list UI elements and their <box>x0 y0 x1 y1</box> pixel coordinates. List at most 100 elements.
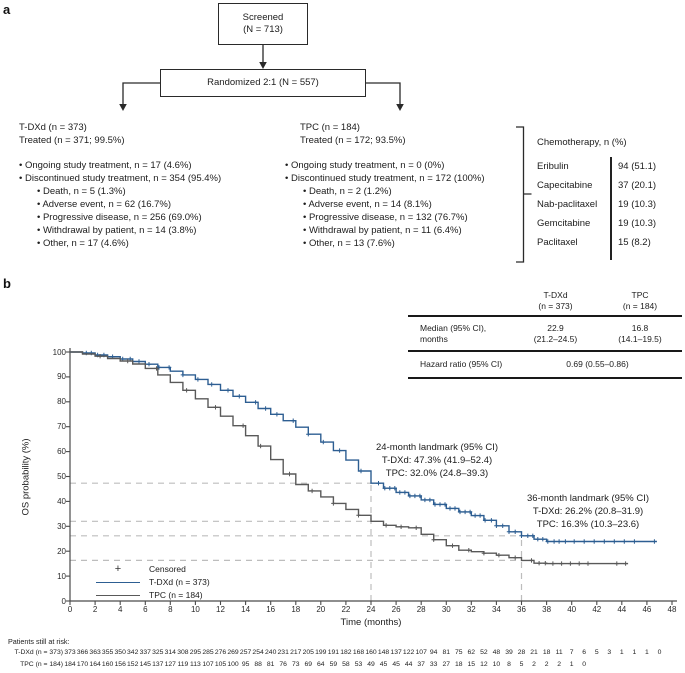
x-tick-label: 16 <box>266 605 276 614</box>
x-tick-label: 44 <box>617 605 627 614</box>
stats-median-tpc-value: 16.8 <box>631 323 649 333</box>
risk-count: 107 <box>415 648 427 656</box>
annotation-24-tdxd: T-DXd: 47.3% (41.9–52.4) <box>381 455 493 466</box>
chemo-table-header: Chemotherapy, n (%) <box>537 137 627 148</box>
stats-hr-label: Hazard ratio (95% CI) <box>420 359 503 369</box>
chemo-value: 19 (10.3) <box>618 218 657 229</box>
risk-count: 308 <box>177 648 189 656</box>
y-tick-label: 0 <box>61 596 66 606</box>
risk-count: 95 <box>241 660 250 668</box>
list-item: Withdrawal by patient, n = 14 (3.8%) <box>37 224 221 237</box>
x-tick-label: 18 <box>291 605 301 614</box>
risk-count: 33 <box>429 660 438 668</box>
risk-count: 2 <box>557 660 561 668</box>
tpc-censor-marks <box>97 354 628 566</box>
risk-count: 355 <box>101 648 114 656</box>
list-item: Withdrawal by patient, n = 11 (6.4%) <box>303 224 485 237</box>
risk-count: 113 <box>189 660 201 668</box>
annotation-36-month: 36-month landmark (95% CI) T-DXd: 26.2% … <box>495 492 681 531</box>
risk-row-label-tpc: TPC (n = 184) <box>20 660 63 668</box>
risk-count: 205 <box>302 648 314 656</box>
risk-table-caption: Patients still at risk: <box>8 637 70 646</box>
risk-count: 53 <box>354 660 363 668</box>
risk-count: 0 <box>582 660 587 668</box>
flow-arrowheads <box>119 62 404 111</box>
risk-count: 11 <box>555 648 563 656</box>
risk-count: 10 <box>492 660 501 668</box>
risk-count: 45 <box>392 660 400 668</box>
x-tick-label: 4 <box>117 605 123 614</box>
y-tick-label: 30 <box>57 521 66 531</box>
risk-count: 44 <box>404 660 413 668</box>
tdxd-line-swatch <box>95 581 141 584</box>
risk-count: 164 <box>89 660 101 668</box>
arm-tpc-treated: Treated (n = 172; 93.5%) <box>300 135 406 146</box>
risk-count: 295 <box>189 648 202 656</box>
x-tick-label: 28 <box>416 605 426 614</box>
stats-col-tdxd: T-DXd (n = 373) <box>513 290 598 315</box>
x-tick-label: 42 <box>592 605 602 614</box>
list-item: Discontinued study treatment, n = 172 (1… <box>285 172 485 185</box>
y-tick-label: 10 <box>57 571 66 581</box>
chemo-name: Gemcitabine <box>537 218 591 229</box>
x-tick-label: 8 <box>168 605 173 614</box>
km-legend: + Censored T-DXd (n = 373) TPC (n = 184) <box>95 563 210 602</box>
risk-count: 156 <box>114 660 126 668</box>
risk-count: 0 <box>657 648 662 656</box>
stats-median-tdxd-ci: (21.2–24.5) <box>533 333 578 344</box>
x-tick-label: 14 <box>241 605 251 614</box>
annotation-36-title: 36-month landmark (95% CI) <box>527 493 649 504</box>
x-tick-label: 20 <box>316 605 326 614</box>
tdxd-censor-marks <box>84 350 657 544</box>
panel-b-label: b <box>3 276 11 291</box>
risk-count: 1 <box>619 648 624 656</box>
risk-count: 152 <box>127 660 139 668</box>
stats-empty-cell <box>408 290 513 315</box>
risk-count: 12 <box>480 660 488 668</box>
risk-count: 45 <box>379 660 388 668</box>
legend-tpc-label: TPC (n = 184) <box>149 590 203 600</box>
risk-count: 2 <box>532 660 536 668</box>
list-item: Adverse event, n = 14 (8.1%) <box>303 198 485 211</box>
stats-median-tpc-ci: (14.1–19.5) <box>618 333 662 344</box>
risk-count: 373 <box>64 648 76 656</box>
list-item: Other, n = 13 (7.6%) <box>303 237 485 250</box>
risk-count: 18 <box>542 648 551 656</box>
risk-count: 3 <box>607 648 612 656</box>
risk-count: 8 <box>507 660 511 668</box>
y-tick-label: 20 <box>57 546 66 556</box>
risk-count: 325 <box>152 648 164 656</box>
x-tick-label: 46 <box>642 605 652 614</box>
y-tick-label: 70 <box>57 422 66 432</box>
stats-hr-value: 0.69 (0.55–0.86) <box>566 359 629 369</box>
risk-count: 73 <box>292 660 300 668</box>
x-axis-title: Time (months) <box>340 617 402 628</box>
stats-col-tpc: TPC (n = 184) <box>598 290 682 315</box>
risk-count: 269 <box>227 648 239 656</box>
x-tick-label: 32 <box>466 605 476 614</box>
annotation-24-tpc: TPC: 32.0% (24.8–39.3) <box>385 468 489 479</box>
y-tick-label: 50 <box>57 472 66 481</box>
list-item: Progressive disease, n = 256 (69.0%) <box>37 211 221 224</box>
risk-count: 276 <box>214 648 227 656</box>
risk-count: 257 <box>239 648 252 656</box>
risk-count: 62 <box>467 648 476 656</box>
x-tick-label: 40 <box>567 605 577 614</box>
risk-count: 52 <box>480 648 488 656</box>
x-tick-label: 0 <box>67 605 73 614</box>
risk-count: 75 <box>455 648 463 656</box>
screened-title: Screened <box>242 12 284 23</box>
risk-count: 119 <box>177 660 189 668</box>
risk-count: 170 <box>76 660 89 668</box>
arm-tdxd-bullets: Ongoing study treatment, n = 17 (4.6%) D… <box>19 159 221 250</box>
legend-tdxd-label: T-DXd (n = 373) <box>149 577 210 587</box>
risk-count: 1 <box>645 648 649 656</box>
arm-tpc: TPC (n = 184) Treated (n = 172; 93.5%) O… <box>285 121 485 250</box>
risk-count: 69 <box>304 660 313 668</box>
risk-count: 231 <box>277 648 289 656</box>
stats-col-tdxd-n: (n = 373) <box>538 300 573 311</box>
risk-count: 160 <box>365 648 377 656</box>
tpc-chemo-bracket <box>516 126 532 263</box>
stats-median-tdxd: 22.9 (21.2–24.5) <box>513 317 598 350</box>
